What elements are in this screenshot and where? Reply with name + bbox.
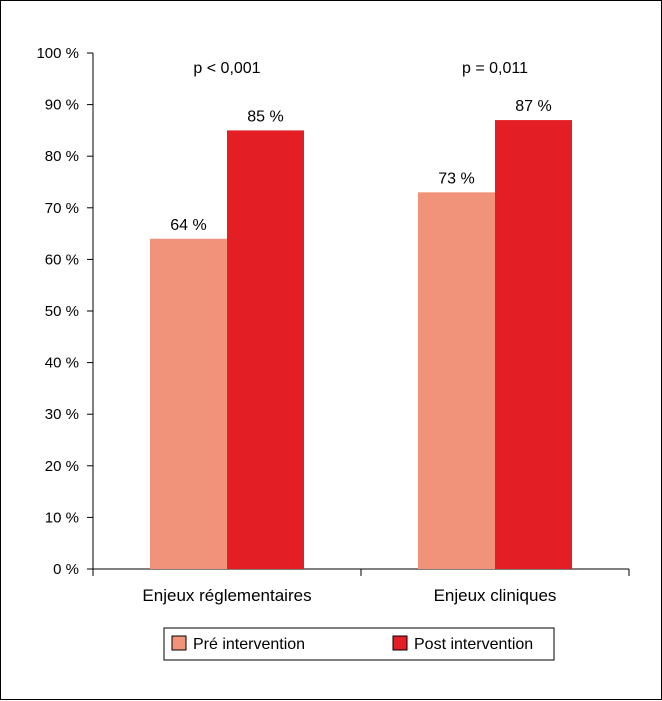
- y-tick-label: 80 %: [45, 148, 79, 165]
- y-tick-label: 0 %: [53, 561, 79, 578]
- value-labels: 64 % 85 % 73 % 87 %: [170, 98, 551, 234]
- p-value-label: p = 0,011: [462, 60, 528, 77]
- bar: [418, 192, 495, 569]
- y-tick-label: 60 %: [45, 251, 79, 268]
- legend-label: Post intervention: [414, 636, 533, 653]
- p-value-label: p < 0,001: [193, 60, 260, 77]
- x-axis-labels: Enjeux réglementaires Enjeux cliniques: [142, 586, 556, 605]
- y-tick-label: 70 %: [45, 200, 79, 217]
- x-category-label: Enjeux cliniques: [434, 586, 557, 605]
- legend-swatch: [392, 635, 408, 651]
- p-value-annotations: p < 0,001 p = 0,011: [193, 60, 528, 77]
- legend: Pré intervention Post intervention: [163, 627, 555, 661]
- y-tick-label: 10 %: [45, 509, 79, 526]
- legend-label: Pré intervention: [193, 636, 305, 653]
- bar-value-label: 64 %: [170, 217, 206, 234]
- y-tick-label: 40 %: [45, 355, 79, 372]
- bar-value-label: 73 %: [438, 170, 474, 187]
- legend-box: [163, 627, 555, 661]
- bars: [150, 120, 572, 569]
- y-tick-label: 50 %: [45, 303, 79, 320]
- y-tick-label: 100 %: [36, 45, 79, 62]
- bar: [150, 238, 227, 569]
- x-category-label: Enjeux réglementaires: [142, 586, 311, 605]
- y-axis-ticks: 0 % 10 % 20 % 30 % 40 % 50 % 60 % 70 % 80 % 90 % 1…: [36, 45, 93, 578]
- bar-value-label: 85 %: [247, 108, 283, 125]
- bar: [227, 130, 304, 569]
- y-tick-label: 30 %: [45, 406, 79, 423]
- bar-value-label: 87 %: [515, 98, 551, 115]
- y-tick-label: 20 %: [45, 458, 79, 475]
- bar: [495, 120, 572, 569]
- legend-swatch: [171, 635, 187, 651]
- y-tick-label: 90 %: [45, 97, 79, 114]
